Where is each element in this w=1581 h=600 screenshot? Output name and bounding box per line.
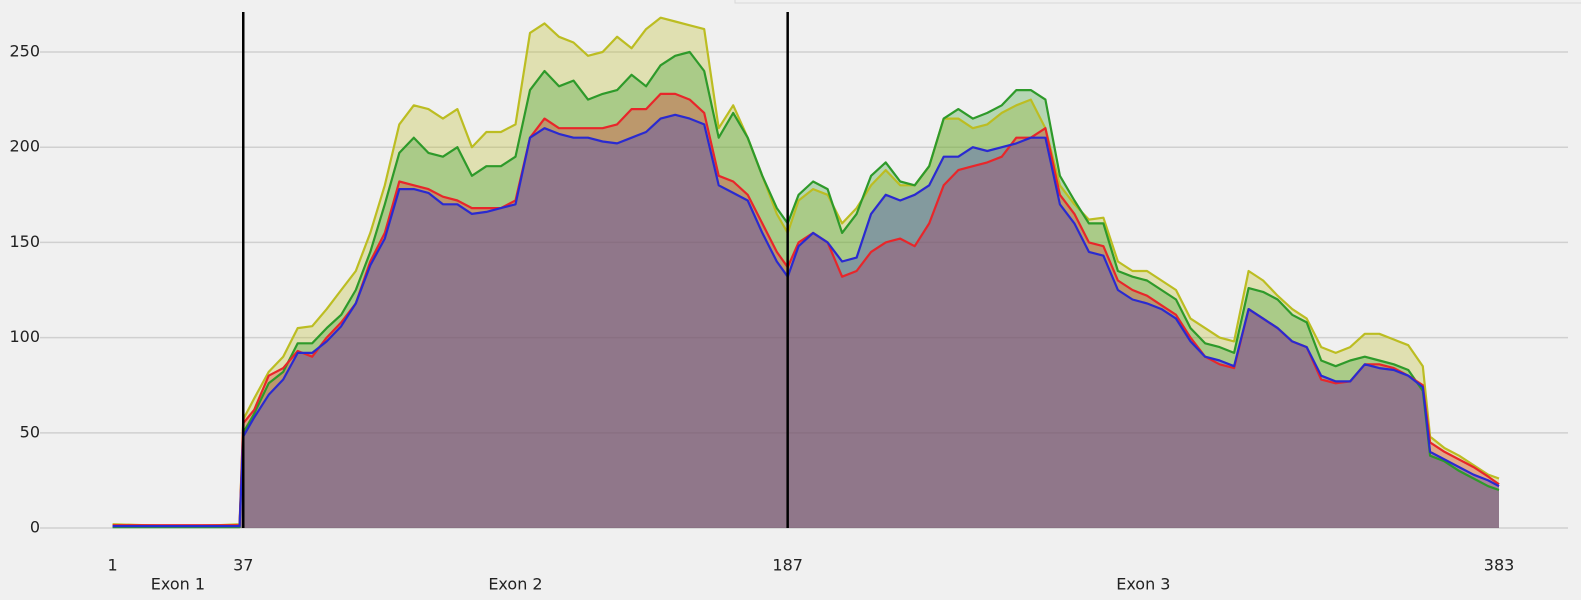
series-line: [112, 50, 1500, 529]
y-tick-label: 0: [30, 518, 40, 537]
x-tick-label: 1: [107, 556, 117, 575]
x-tick-label: 383: [1484, 556, 1515, 575]
y-tick-label: 50: [20, 422, 40, 441]
y-tick-label: 100: [9, 327, 40, 346]
series-line: [112, 113, 1500, 528]
exon-label: Exon 1: [151, 575, 205, 594]
area-fill: [112, 52, 1500, 529]
y-tick-label: 150: [9, 232, 40, 251]
y-tick-label: 200: [9, 137, 40, 156]
x-tick-label: 37: [233, 556, 253, 575]
exon-label: Exon 3: [1116, 575, 1170, 594]
exon-label: Exon 2: [488, 575, 542, 594]
area-fill: [112, 114, 1500, 529]
area-fill: [112, 17, 1500, 529]
x-tick-label: 187: [772, 556, 803, 575]
y-tick-label: 250: [9, 41, 40, 60]
legend-frame: [734, 0, 1581, 4]
